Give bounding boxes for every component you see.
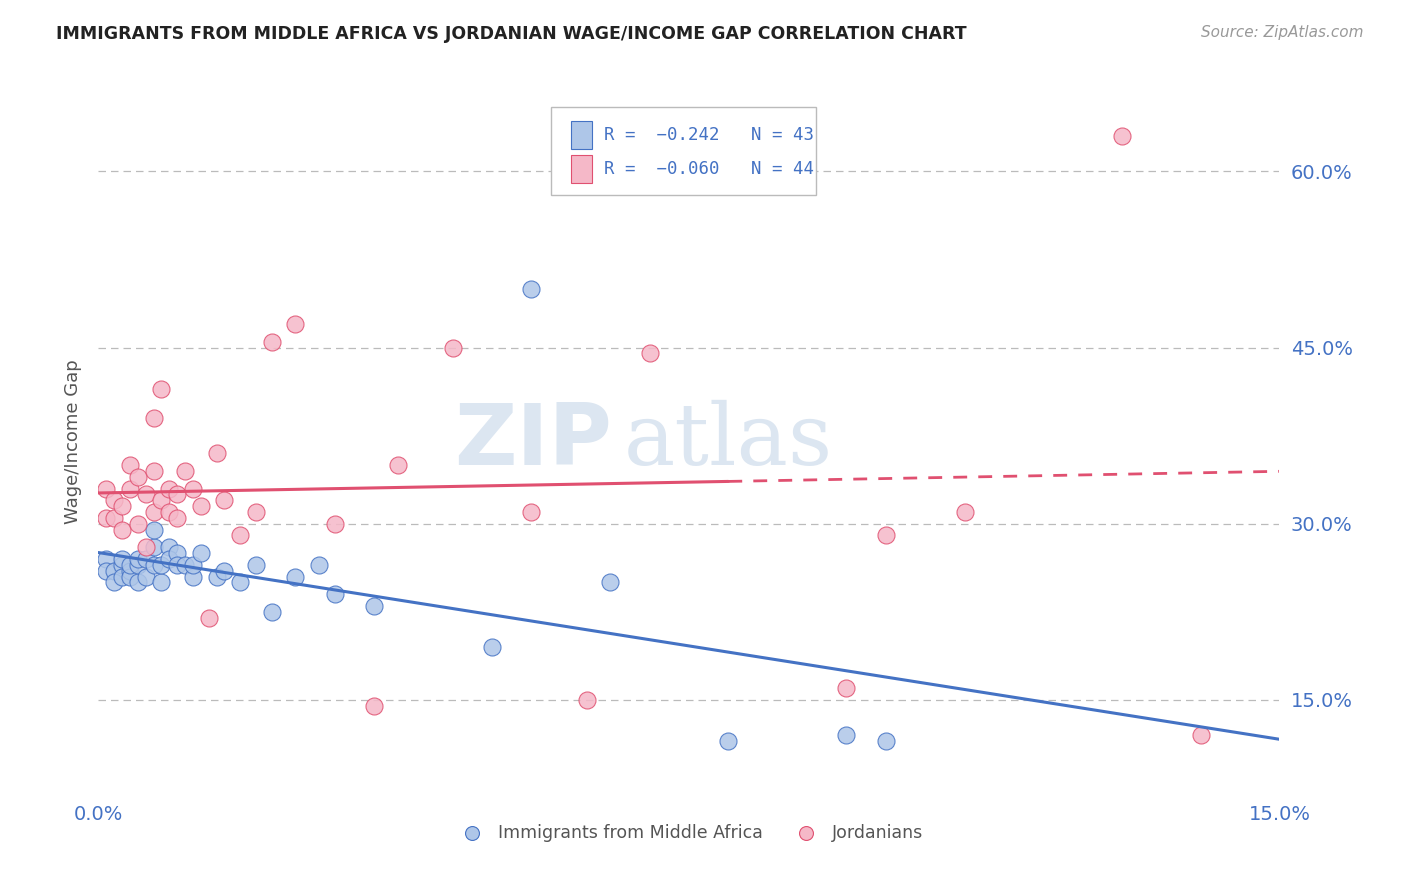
Bar <box>571 154 592 183</box>
Point <box>150 493 173 508</box>
Point <box>142 558 165 572</box>
Point <box>135 569 157 583</box>
Point <box>166 546 188 560</box>
Point <box>520 282 543 296</box>
Text: IMMIGRANTS FROM MIDDLE AFRICA VS JORDANIAN WAGE/INCOME GAP CORRELATION CHART: IMMIGRANTS FROM MIDDLE AFRICA VS JORDANI… <box>56 25 967 43</box>
Text: Source: ZipAtlas.com: Source: ZipAtlas.com <box>1201 25 1364 40</box>
Point <box>190 546 212 560</box>
Point <box>142 540 165 554</box>
Point <box>103 493 125 508</box>
Point <box>387 458 409 472</box>
Point <box>157 540 180 554</box>
Point <box>166 487 188 501</box>
Point <box>127 516 149 531</box>
Point <box>323 516 346 531</box>
Point <box>1111 129 1133 144</box>
Point <box>127 552 149 566</box>
Point <box>229 528 252 542</box>
Point <box>245 505 267 519</box>
Point <box>150 558 173 572</box>
Point <box>260 605 283 619</box>
Point <box>103 575 125 590</box>
Point <box>835 728 858 742</box>
Point <box>717 734 740 748</box>
Text: R =  −0.242   N = 43: R = −0.242 N = 43 <box>605 126 814 144</box>
Point <box>284 317 307 331</box>
Point <box>135 540 157 554</box>
Point <box>260 334 283 349</box>
Point <box>111 499 134 513</box>
Point <box>214 493 236 508</box>
Point <box>142 411 165 425</box>
Point <box>197 610 219 624</box>
Point <box>96 564 118 578</box>
Point <box>1189 728 1212 742</box>
Point <box>599 575 621 590</box>
Point <box>190 499 212 513</box>
Point <box>135 552 157 566</box>
Point <box>157 505 180 519</box>
Point <box>953 505 976 519</box>
Point <box>127 469 149 483</box>
FancyBboxPatch shape <box>551 107 817 194</box>
Point <box>111 558 134 572</box>
Point <box>103 564 125 578</box>
Point <box>150 382 173 396</box>
Point <box>118 458 141 472</box>
Point <box>135 487 157 501</box>
Point <box>142 505 165 519</box>
Point <box>127 558 149 572</box>
Point <box>638 346 661 360</box>
Point <box>96 482 118 496</box>
Text: R =  −0.060   N = 44: R = −0.060 N = 44 <box>605 160 814 178</box>
Point <box>441 341 464 355</box>
Point <box>111 523 134 537</box>
Point <box>166 558 188 572</box>
Point <box>142 464 165 478</box>
Point <box>111 569 134 583</box>
Point <box>157 552 180 566</box>
Point <box>229 575 252 590</box>
Point <box>96 511 118 525</box>
Point <box>363 599 385 613</box>
Point <box>111 552 134 566</box>
Point <box>118 558 141 572</box>
Point <box>96 552 118 566</box>
Point <box>205 446 228 460</box>
Point <box>181 482 204 496</box>
Point <box>205 569 228 583</box>
Legend: Immigrants from Middle Africa, Jordanians: Immigrants from Middle Africa, Jordanian… <box>447 817 931 848</box>
Point <box>875 734 897 748</box>
Text: ZIP: ZIP <box>454 400 612 483</box>
Point <box>174 558 197 572</box>
Point <box>323 587 346 601</box>
Point <box>214 564 236 578</box>
Point <box>308 558 330 572</box>
Point <box>245 558 267 572</box>
Point <box>157 482 180 496</box>
Point <box>835 681 858 696</box>
Point <box>575 693 598 707</box>
Point <box>166 511 188 525</box>
Y-axis label: Wage/Income Gap: Wage/Income Gap <box>63 359 82 524</box>
Point <box>284 569 307 583</box>
Point <box>118 482 141 496</box>
Point <box>118 564 141 578</box>
Point <box>150 575 173 590</box>
Point <box>118 569 141 583</box>
Point <box>520 505 543 519</box>
Point <box>733 176 755 190</box>
Point <box>181 569 204 583</box>
Point <box>481 640 503 654</box>
Point <box>142 523 165 537</box>
Point <box>103 511 125 525</box>
Text: atlas: atlas <box>624 400 834 483</box>
Point <box>127 575 149 590</box>
Point <box>363 698 385 713</box>
Bar <box>571 120 592 149</box>
Point <box>174 464 197 478</box>
Point <box>181 558 204 572</box>
Point <box>875 528 897 542</box>
